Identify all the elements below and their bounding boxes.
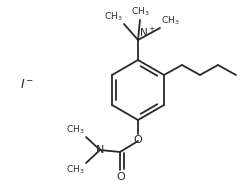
Text: N: N	[96, 145, 104, 155]
Text: N$^+$: N$^+$	[139, 26, 156, 39]
Text: I$^-$: I$^-$	[20, 79, 34, 91]
Text: CH$_3$: CH$_3$	[66, 124, 85, 136]
Text: O: O	[134, 135, 142, 145]
Text: CH$_3$: CH$_3$	[131, 5, 149, 18]
Text: CH$_3$: CH$_3$	[104, 10, 123, 23]
Text: CH$_3$: CH$_3$	[66, 164, 85, 177]
Text: O: O	[117, 172, 125, 182]
Text: CH$_3$: CH$_3$	[161, 14, 180, 27]
